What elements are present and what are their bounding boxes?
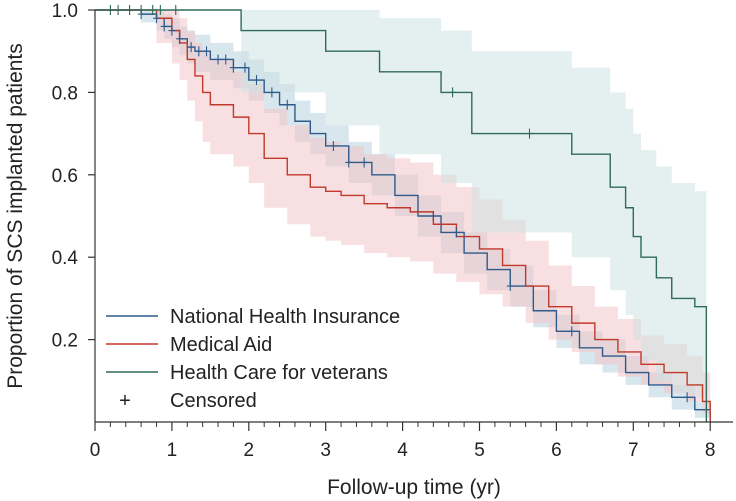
censor-mark-series-0-8 — [214, 54, 222, 65]
ci-band-series-2 — [95, 10, 707, 422]
legend-censor-symbol: + — [119, 390, 131, 412]
censor-mark-series-2-0 — [106, 5, 114, 15]
censor-mark-series-2-8 — [525, 128, 533, 139]
y-tick-label-0: 0.2 — [52, 331, 78, 352]
censor-mark-series-0-22 — [683, 392, 691, 403]
censor-marks — [106, 5, 691, 403]
censor-mark-series-0-7 — [203, 46, 211, 57]
x-axis-title: Follow-up time (yr) — [327, 476, 501, 499]
tick-labels: 0 1 2 3 4 5 6 7 8 0.2 0.4 0.6 0.8 1.0 — [52, 1, 716, 461]
legend-label-veterans: Health Care for veterans — [170, 362, 388, 384]
censor-mark-series-0-18 — [429, 211, 437, 221]
censor-mark-series-0-19 — [452, 227, 460, 238]
censor-mark-series-0-14 — [283, 99, 291, 110]
y-tick-label-1: 0.4 — [52, 248, 79, 269]
censor-mark-series-2-1 — [114, 5, 122, 15]
ticks — [88, 9, 711, 431]
censor-mark-series-0-10 — [229, 62, 237, 73]
censor-mark-series-0-9 — [222, 54, 230, 65]
x-tick-label-6: 6 — [551, 440, 562, 461]
censor-mark-series-0-17 — [360, 157, 368, 168]
legend-label-censored: Censored — [170, 390, 257, 412]
censor-mark-series-0-2 — [160, 21, 168, 32]
censor-mark-series-0-6 — [195, 46, 203, 57]
censor-mark-series-0-1 — [153, 13, 161, 24]
censor-mark-series-0-21 — [568, 326, 576, 337]
y-tick-label-4: 1.0 — [52, 1, 78, 22]
censor-mark-series-0-20 — [506, 281, 514, 292]
censor-mark-series-0-3 — [168, 25, 176, 36]
censor-mark-series-2-2 — [126, 5, 134, 15]
x-tick-label-4: 4 — [397, 440, 408, 461]
censor-mark-series-0-5 — [187, 42, 195, 53]
x-tick-label-0: 0 — [90, 440, 101, 461]
survival-line-series-2 — [95, 9, 708, 422]
x-tick-label-8: 8 — [705, 440, 716, 461]
censor-mark-series-2-5 — [156, 5, 164, 15]
censor-mark-series-0-15 — [329, 140, 337, 151]
x-tick-label-2: 2 — [244, 440, 255, 461]
legend-label-medical-aid: Medical Aid — [170, 334, 272, 356]
censor-mark-series-0-11 — [241, 62, 249, 73]
censor-mark-series-2-4 — [149, 5, 157, 15]
y-tick-label-2: 0.6 — [52, 166, 78, 187]
y-axis-title: Proportion of SCS implanted patients — [4, 43, 27, 389]
survival-line-series-1 — [95, 9, 711, 422]
censor-mark-series-2-7 — [449, 87, 457, 98]
censor-mark-series-0-4 — [176, 33, 184, 44]
y-tick-label-3: 0.8 — [52, 83, 78, 104]
censor-mark-series-0-13 — [268, 87, 276, 98]
axes — [94, 10, 733, 423]
legend-label-nhi: National Health Insurance — [170, 306, 400, 328]
x-tick-label-5: 5 — [474, 440, 485, 461]
censor-mark-series-0-12 — [252, 75, 260, 86]
x-tick-label-1: 1 — [167, 440, 178, 461]
legend: National Health Insurance Medical Aid He… — [106, 306, 400, 412]
censor-mark-series-2-6 — [172, 5, 180, 15]
censor-mark-series-0-16 — [345, 157, 353, 168]
censor-mark-series-2-3 — [137, 5, 145, 15]
x-tick-label-7: 7 — [628, 440, 639, 461]
x-tick-label-3: 3 — [320, 440, 331, 461]
